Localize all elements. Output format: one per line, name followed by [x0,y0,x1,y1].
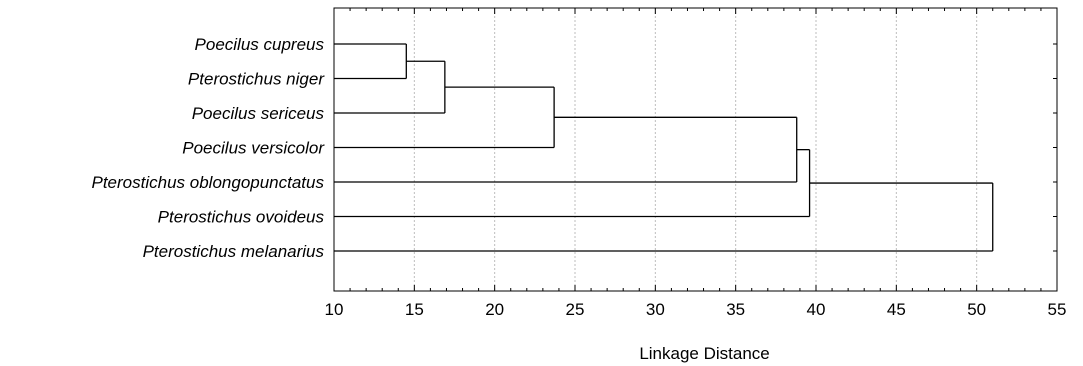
grid-lines [413,8,978,291]
x-tick-label: 20 [485,300,504,319]
dendrogram-branches [334,43,994,252]
leaf-label: Pterostichus ovoideus [158,208,325,227]
x-axis-title: Linkage Distance [639,344,769,363]
x-tick-label: 35 [726,300,745,319]
leaf-labels: Poecilus cupreus Pterostichus niger Poecil… [92,35,326,261]
x-tick-label: 55 [1048,300,1067,319]
leaf-label: Pterostichus niger [188,70,325,89]
leaf-label: Poecilus sericeus [192,104,325,123]
leaf-label: Poecilus versicolor [182,139,325,158]
leaf-label: Pterostichus oblongopunctatus [92,173,325,192]
x-tick-label: 10 [325,300,344,319]
x-tick-label: 45 [887,300,906,319]
x-tick-label: 50 [967,300,986,319]
axis-ticks [333,8,1058,291]
x-tick-label: 15 [405,300,424,319]
leaf-label: Pterostichus melanarius [143,242,325,261]
plot-frame [333,7,1058,292]
x-tick-label: 40 [807,300,826,319]
x-tick-label: 30 [646,300,665,319]
x-tick-labels: 10 15 20 25 30 35 40 45 50 55 [325,300,1067,319]
x-tick-label: 25 [566,300,585,319]
leaf-label: Poecilus cupreus [195,35,325,54]
